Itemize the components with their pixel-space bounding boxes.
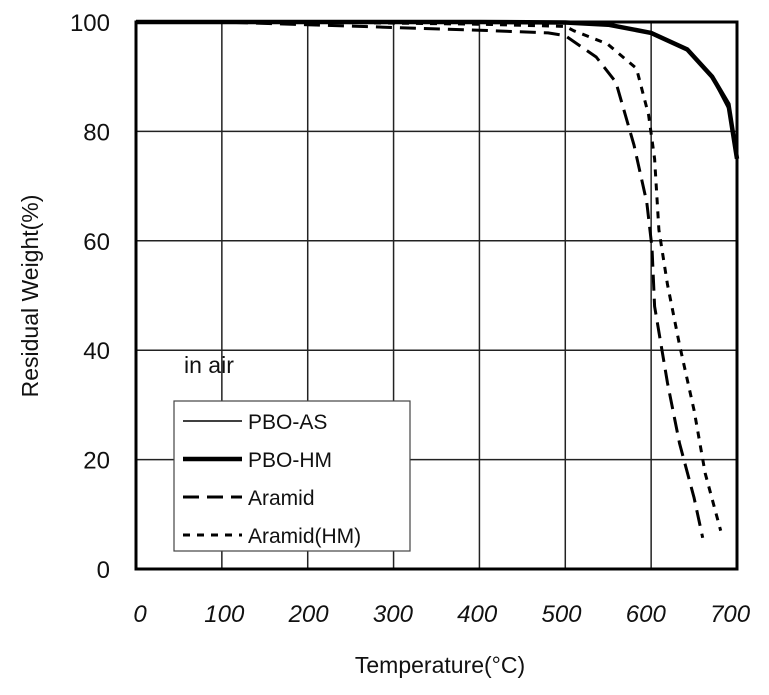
x-tick-label: 500: [541, 601, 582, 628]
series-line-pbo-hm: [136, 19, 740, 160]
series-line-aramid: [136, 20, 705, 539]
x-tick-label: 600: [626, 601, 667, 628]
x-tick-label: 300: [373, 601, 414, 628]
y-tick-labels: 0 20 40 60 80 100: [70, 10, 110, 584]
y-tick-label: 60: [83, 229, 110, 256]
legend-box: [173, 400, 411, 552]
legend-item: PBO-AS: [183, 411, 327, 434]
x-tick-label: 400: [457, 601, 498, 628]
legend-label: Aramid: [248, 487, 315, 510]
y-tick-label: 100: [70, 10, 110, 37]
legend-label: PBO-HM: [248, 449, 332, 472]
legend-item: PBO-HM: [183, 449, 332, 472]
y-tick-label: 80: [83, 119, 110, 146]
x-tick-label: 100: [204, 601, 245, 628]
legend-label: Aramid(HM): [248, 525, 361, 548]
legend-item: Aramid: [183, 487, 315, 510]
x-tick-label: 200: [288, 601, 330, 628]
x-tick-labels: 0 100 200 300 400 500 600 700: [133, 601, 750, 628]
series-line-pbo-as: [136, 21, 738, 148]
legend-label: PBO-AS: [248, 411, 327, 434]
x-tick-label: 0: [133, 601, 147, 628]
legend-item: Aramid(HM): [183, 525, 361, 548]
x-axis-title: Temperature(°C): [355, 652, 525, 678]
y-tick-label: 0: [97, 557, 110, 584]
legend: PBO-AS PBO-HM Aramid Aramid(HM): [173, 400, 411, 552]
y-tick-label: 40: [83, 338, 110, 365]
annotation-in-air: in air: [184, 352, 234, 378]
y-axis-title: Residual Weight(%): [17, 195, 43, 398]
y-tick-label: 20: [83, 448, 110, 475]
plot-frame: [134, 20, 739, 571]
x-tick-label: 700: [710, 601, 751, 628]
